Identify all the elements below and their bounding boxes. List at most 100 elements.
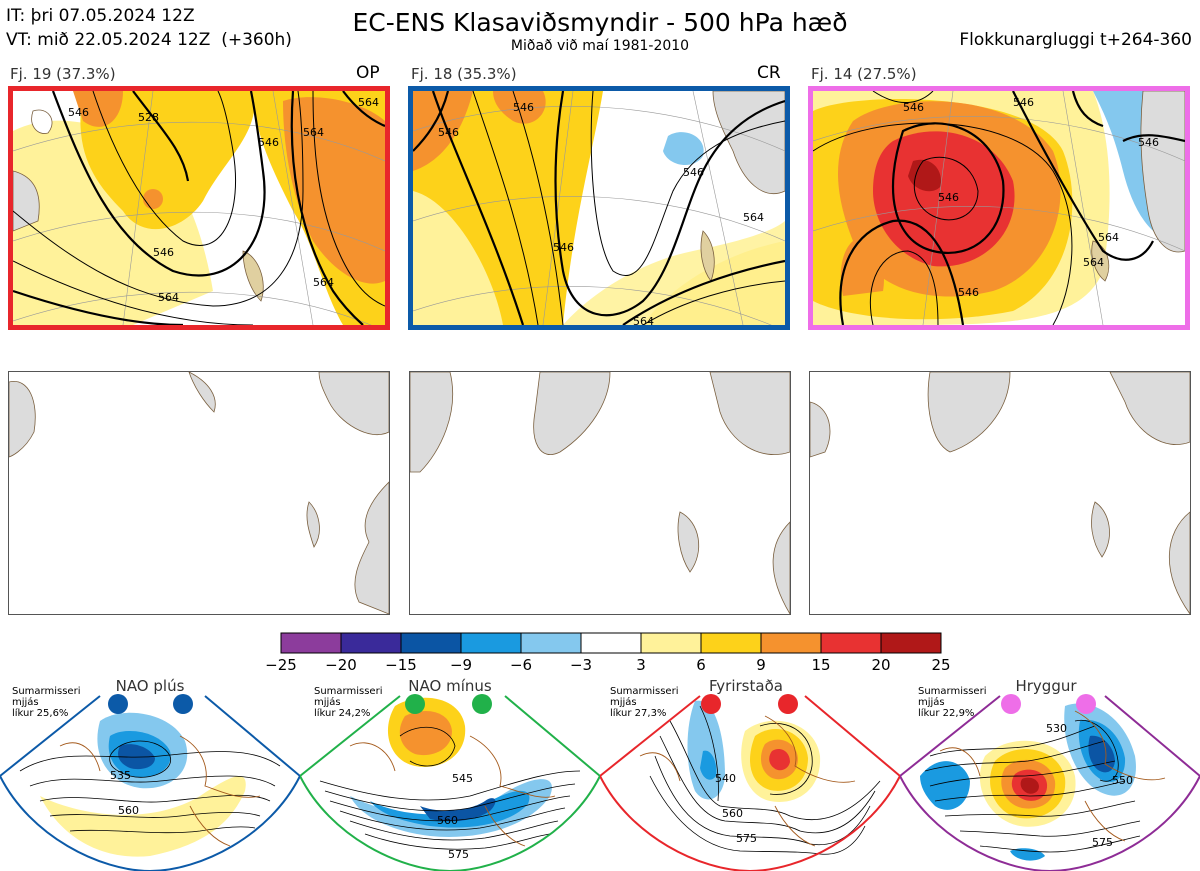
height-contours — [649, 705, 881, 855]
colorbar-tick-label: −9 — [449, 656, 473, 674]
anomaly-shading — [13, 91, 385, 325]
colorbar-swatch — [460, 632, 522, 654]
colorbar-tick-label: −15 — [385, 656, 417, 674]
anomaly-shading — [350, 697, 552, 837]
coastlines — [59, 735, 261, 847]
cluster-3-map: 546 546 546 546 546 564 564 — [808, 86, 1190, 330]
cluster-2-map: 546 546 546 546 564 564 — [408, 86, 790, 330]
page-subtitle: Miðað við maí 1981-2010 — [510, 38, 690, 54]
height-contours — [19, 740, 281, 834]
season-months: mjjás — [314, 697, 341, 708]
contour-label: 560 — [722, 807, 743, 820]
colorbar-swatch — [580, 632, 642, 654]
contour-label: 546 — [153, 246, 174, 259]
regime-probability: líkur 22,9% — [918, 708, 975, 719]
valid-time: VT: mið 22.05.2024 12Z (+360h) — [6, 30, 292, 50]
coastlines — [639, 715, 856, 847]
init-time-block: IT: þri 07.05.2024 12Z VT: mið 22.05.2024… — [6, 4, 292, 52]
height-contours — [813, 91, 1185, 325]
season-label: Sumarmisseri — [314, 686, 383, 697]
contour-label: 546 — [1138, 136, 1159, 149]
coastlines — [349, 735, 556, 847]
regime-dot — [701, 694, 721, 714]
regime-ridge: Sumarmisseri mjjás líkur 22,9% Hryggur — [900, 676, 1200, 871]
contour-label: 530 — [1046, 722, 1067, 735]
height-contours — [924, 719, 1141, 853]
contour-label: 540 — [715, 772, 736, 785]
regime-3-info: Sumarmisseri mjjás líkur 27,3% — [610, 686, 678, 719]
regime-1-info: Sumarmisseri mjjás líkur 25,6% — [12, 686, 80, 719]
colorbar-tick-label: 25 — [931, 656, 951, 674]
season-months: mjjás — [12, 697, 39, 708]
season-months: mjjás — [918, 697, 945, 708]
regime-dot — [405, 694, 425, 714]
colorbar-swatch — [880, 632, 942, 654]
colorbar-swatch — [640, 632, 702, 654]
regime-dot — [173, 694, 193, 714]
height-contours — [413, 91, 785, 325]
empty-map-2 — [409, 371, 791, 615]
graticule — [13, 91, 385, 325]
land — [700, 91, 785, 282]
colorbar — [280, 632, 944, 658]
contour-label: 535 — [110, 769, 131, 782]
contour-label: 546 — [958, 286, 979, 299]
colorbar-swatch — [820, 632, 882, 654]
cluster-2-label: Fj. 18 (35.3%) — [411, 65, 517, 83]
regime-probability: líkur 27,3% — [610, 708, 667, 719]
regime-nao-minus: Sumarmisseri mjjás líkur 24,2% NAO mínus — [300, 676, 600, 871]
contour-label: 564 — [358, 96, 379, 109]
contour-label: 575 — [736, 832, 757, 845]
colorbar-swatch — [760, 632, 822, 654]
regime-dot — [1001, 694, 1021, 714]
season-label: Sumarmisseri — [610, 686, 679, 697]
colorbar-tick-label: 6 — [696, 656, 706, 674]
colorbar-tick-label: 15 — [811, 656, 831, 674]
contour-label: 546 — [438, 126, 459, 139]
contour-label: 546 — [683, 166, 704, 179]
cluster-1-label: Fj. 19 (37.3%) — [10, 65, 116, 83]
contour-label: 546 — [938, 191, 959, 204]
contour-label: 564 — [633, 315, 654, 325]
anomaly-shading — [40, 712, 246, 857]
contour-label: 550 — [1112, 774, 1133, 787]
regime-probability: líkur 24,2% — [314, 708, 371, 719]
colorbar-tick-label: 3 — [636, 656, 646, 674]
colorbar-tick-label: 9 — [756, 656, 766, 674]
contour-label: 546 — [68, 106, 89, 119]
colorbar-swatch — [340, 632, 402, 654]
colorbar-swatch — [700, 632, 762, 654]
regime-dot — [472, 694, 492, 714]
season-label: Sumarmisseri — [918, 686, 987, 697]
colorbar-tick-label: −20 — [325, 656, 357, 674]
regime-3-name: Fyrirstaða — [709, 677, 783, 695]
page-title: EC-ENS Klasaviðsmyndir - 500 hPa hæð — [352, 8, 848, 37]
regime-2-name: NAO mínus — [408, 677, 492, 695]
season-months: mjjás — [610, 697, 637, 708]
height-contours — [319, 727, 581, 850]
colorbar-swatches — [280, 632, 942, 654]
colorbar-swatch — [400, 632, 462, 654]
contour-label: 546 — [903, 101, 924, 114]
regime-4-info: Sumarmisseri mjjás líkur 22,9% — [918, 686, 986, 719]
regime-2-info: Sumarmisseri mjjás líkur 24,2% — [314, 686, 382, 719]
coastlines — [939, 710, 1166, 842]
contour-label: 546 — [513, 101, 534, 114]
contour-label: 564 — [158, 291, 179, 304]
initial-time: IT: þri 07.05.2024 12Z — [6, 6, 195, 26]
land — [13, 109, 264, 302]
regime-blocking: Sumarmisseri mjjás líkur 27,3% Fyrirstað… — [600, 676, 900, 871]
classification-window: Flokkunargluggi t+264-360 — [959, 30, 1192, 50]
contour-label: 545 — [452, 772, 473, 785]
contour-label: 546 — [258, 136, 279, 149]
graticule — [413, 91, 785, 325]
contour-label: 564 — [1083, 256, 1104, 269]
contour-label: 528 — [138, 111, 159, 124]
contour-label: 564 — [1098, 231, 1119, 244]
cluster-2-tag: CR — [757, 63, 781, 83]
regime-probability: líkur 25,6% — [12, 708, 69, 719]
colorbar-tick-label: −6 — [509, 656, 533, 674]
cluster-1-tag: OP — [356, 63, 380, 83]
regime-dot — [1076, 694, 1096, 714]
colorbar-swatch — [520, 632, 582, 654]
